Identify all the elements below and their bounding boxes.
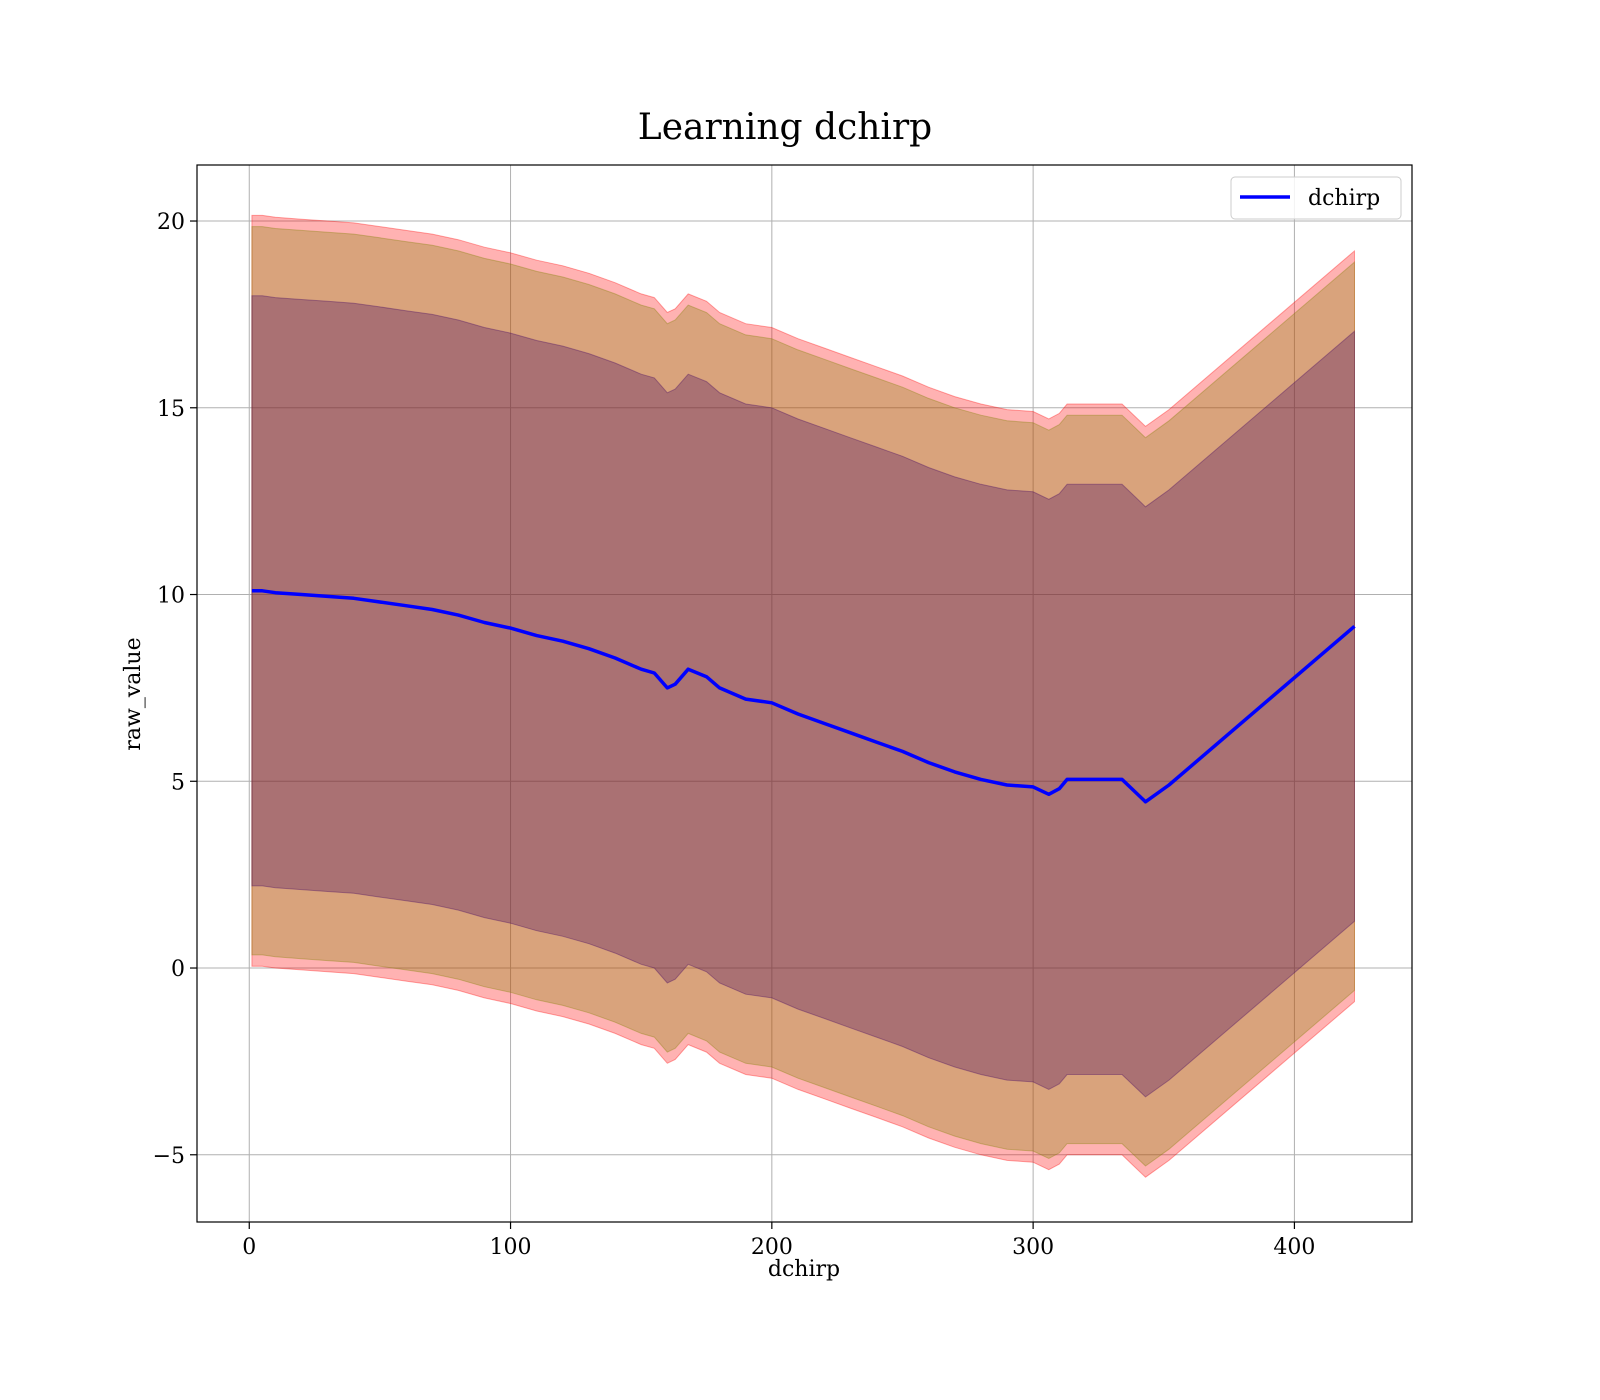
x-axis-ticks: 0 100 200 300 400 [242,1222,1315,1260]
x-tick-label: 100 [490,1235,532,1260]
band-outer [251,214,1355,1178]
series-line-dchirp [251,589,1356,804]
legend: dchirp [1230,176,1402,220]
y-axis-ticks: −5 0 5 10 15 20 [153,210,197,1169]
y-tick-label: 20 [157,210,185,235]
band-inner [251,295,1355,1098]
grid [197,165,1412,1222]
plot-frame [196,164,1413,1223]
series-lines [251,589,1356,804]
x-axis-label: dchirp [768,1257,840,1282]
confidence-bands [251,214,1355,1178]
chart-title: Learning dchirp [638,107,932,148]
y-tick-label: 10 [157,584,185,609]
y-tick-label: 0 [171,957,185,982]
band-middle [251,226,1355,1167]
legend-box [1230,176,1402,220]
x-tick-label: 0 [242,1235,256,1260]
y-tick-label: −5 [153,1144,185,1169]
y-tick-label: 5 [171,770,185,795]
x-tick-label: 400 [1273,1235,1315,1260]
y-tick-label: 15 [157,397,185,422]
x-tick-label: 200 [751,1235,793,1260]
legend-entry: dchirp [1308,186,1380,211]
y-axis-label: raw_value [121,637,146,750]
x-tick-label: 300 [1012,1235,1054,1260]
